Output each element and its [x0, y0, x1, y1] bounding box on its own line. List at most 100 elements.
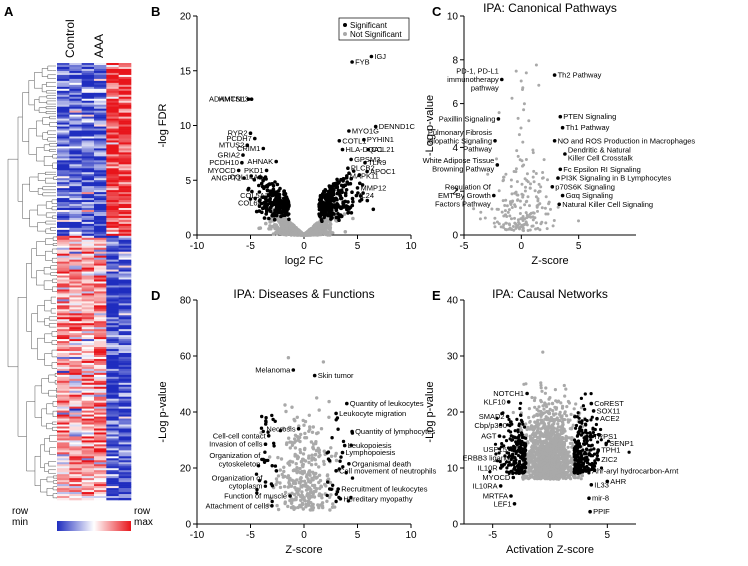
data-point	[504, 228, 507, 231]
data-point	[536, 210, 539, 213]
chart-title: IPA: Diseases & Functions	[233, 287, 374, 301]
labeled-point	[587, 496, 591, 500]
point-label: Th2 Pathway	[558, 71, 602, 80]
data-point	[283, 403, 286, 406]
data-point	[525, 200, 528, 203]
data-point	[302, 452, 305, 455]
point-label: KLF10	[484, 397, 506, 406]
data-point	[293, 468, 296, 471]
data-point	[589, 438, 592, 441]
data-point	[316, 476, 319, 479]
data-point	[520, 419, 523, 422]
point-label: PYHIN1	[367, 135, 394, 144]
data-point	[294, 446, 297, 449]
data-point	[312, 472, 315, 475]
data-point	[518, 422, 521, 425]
data-point	[291, 460, 294, 463]
data-point	[336, 185, 340, 189]
labeled-point	[270, 194, 274, 198]
legend-entry: Not Significant	[350, 30, 402, 39]
labeled-point	[588, 510, 592, 514]
data-point	[547, 431, 550, 434]
data-point	[564, 388, 567, 391]
y-tick-label: 20	[180, 12, 192, 23]
point-label: Ahr-aryl hydrocarbon-Arnt	[592, 466, 679, 475]
data-point	[322, 206, 326, 210]
data-point	[484, 217, 487, 220]
data-point	[576, 447, 579, 450]
labeled-point	[525, 392, 529, 396]
y-tick-label: 80	[180, 296, 192, 307]
data-point	[550, 455, 553, 458]
data-point	[273, 198, 277, 202]
data-point	[330, 436, 333, 439]
data-point	[286, 476, 289, 479]
data-point	[275, 230, 279, 234]
data-point	[537, 426, 540, 429]
data-point	[275, 504, 278, 507]
data-point	[504, 199, 507, 202]
data-point	[533, 399, 536, 402]
data-point	[502, 176, 505, 179]
data-point	[546, 417, 549, 420]
data-point	[331, 484, 334, 487]
labeled-point	[370, 55, 374, 59]
data-point	[299, 230, 303, 234]
data-point	[321, 506, 324, 509]
data-point	[564, 459, 567, 462]
data-point	[513, 217, 516, 220]
data-point	[539, 399, 542, 402]
data-point	[282, 232, 286, 236]
data-point	[515, 149, 518, 152]
data-point	[546, 453, 549, 456]
data-point	[309, 508, 312, 511]
data-point	[527, 119, 530, 122]
data-point	[577, 464, 580, 467]
data-point	[594, 428, 597, 431]
data-point	[297, 493, 300, 496]
data-point	[324, 188, 328, 192]
x-tick-label: 5	[355, 241, 361, 252]
data-point	[541, 351, 544, 354]
data-point	[272, 442, 275, 445]
data-point	[264, 485, 267, 488]
data-point	[332, 182, 336, 186]
data-point	[563, 395, 566, 398]
data-point	[516, 194, 519, 197]
data-point	[308, 425, 311, 428]
data-point	[580, 428, 583, 431]
labeled-point	[561, 194, 565, 198]
data-point	[527, 416, 530, 419]
x-tick-label: -5	[460, 241, 469, 252]
point-label: AHNAK	[247, 157, 273, 166]
data-point	[335, 216, 339, 220]
data-point	[264, 416, 267, 419]
data-point	[545, 475, 548, 478]
data-point	[283, 475, 286, 478]
data-point	[329, 213, 333, 217]
data-point	[298, 448, 301, 451]
labeled-point	[509, 494, 513, 498]
data-point	[292, 480, 295, 483]
data-point	[557, 462, 560, 465]
data-point	[295, 462, 298, 465]
data-point	[282, 229, 286, 233]
point-label: Gαq Signaling	[566, 191, 613, 200]
data-point	[512, 435, 515, 438]
x-axis-label: log2 FC	[285, 255, 324, 267]
data-point	[255, 210, 259, 214]
data-point	[323, 224, 327, 228]
y-tick-label: 0	[185, 231, 191, 242]
data-point	[563, 444, 566, 447]
data-point	[533, 180, 536, 183]
point-label: MYO1G	[352, 127, 379, 136]
data-point	[563, 384, 566, 387]
data-point	[283, 485, 286, 488]
data-point	[503, 204, 506, 207]
data-point	[307, 430, 310, 433]
labeled-point	[493, 139, 497, 143]
data-point	[536, 463, 539, 466]
